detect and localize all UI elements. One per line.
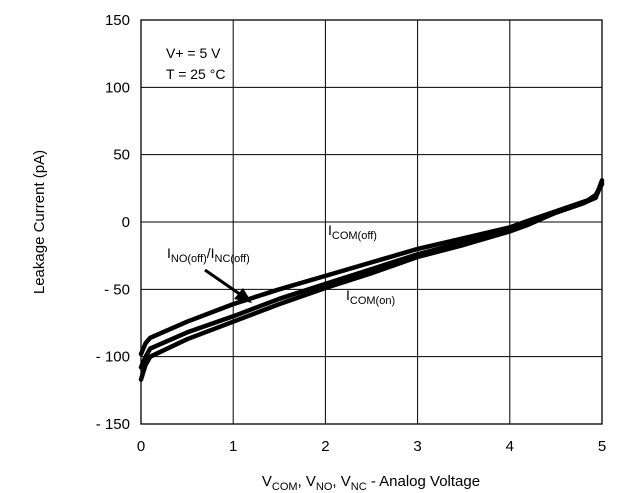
tick-labels: 0 1 2 3 4 5 150 100 50 0 - 50 - 100 - 150	[96, 12, 606, 455]
y-tick-label: - 50	[104, 281, 130, 298]
y-tick-label: 150	[105, 12, 130, 29]
x-tick-label: 2	[321, 438, 329, 455]
y-tick-label: - 150	[96, 416, 130, 433]
series-label-com-on: ICOM(on)	[346, 287, 395, 307]
y-axis-label: Leakage Current (pA)	[31, 150, 48, 294]
series-lines	[138, 178, 605, 382]
x-tick-label: 1	[229, 438, 237, 455]
annotation-arrow-head	[234, 288, 252, 303]
x-tick-label: 5	[598, 438, 606, 455]
series-label-no-nc-off: INO(off)/INC(off)	[167, 245, 250, 265]
y-tick-label: 0	[122, 214, 130, 231]
x-tick-label: 0	[137, 438, 145, 455]
series-line-2	[138, 182, 605, 382]
series-label-com-off: ICOM(off)	[328, 222, 377, 242]
annotation-arrow-line	[204, 268, 245, 299]
x-tick-label: 4	[506, 438, 514, 455]
y-tick-label: - 100	[96, 349, 130, 366]
y-tick-label: 50	[113, 147, 130, 164]
x-tick-label: 3	[413, 438, 421, 455]
condition-temperature: T = 25 °C	[166, 66, 225, 82]
x-axis-label: VCOM, VNO, VNC - Analog Voltage	[262, 473, 480, 493]
y-tick-label: 100	[105, 79, 130, 96]
condition-voltage: V+ = 5 V	[166, 45, 221, 61]
